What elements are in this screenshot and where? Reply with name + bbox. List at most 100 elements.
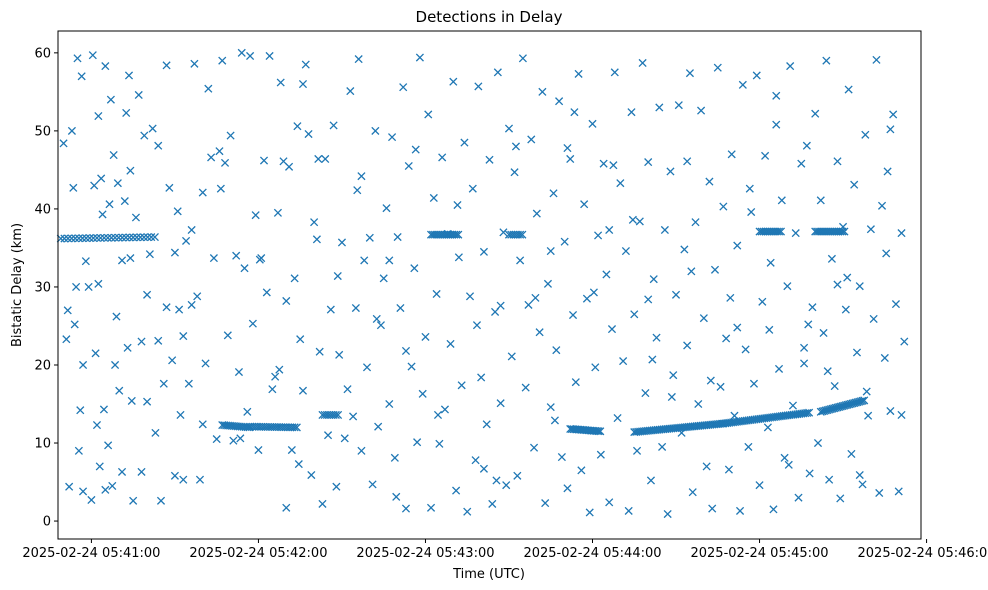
track-detection-marker xyxy=(92,233,102,243)
track-detection-marker xyxy=(840,227,849,236)
detection-marker xyxy=(761,151,770,160)
detection-marker xyxy=(115,386,124,395)
detection-marker xyxy=(745,184,754,193)
detection-marker xyxy=(499,228,508,237)
track-detection-marker xyxy=(838,227,847,236)
detection-marker xyxy=(351,303,360,313)
detection-marker xyxy=(220,158,230,167)
detection-marker xyxy=(229,436,238,445)
detection-marker xyxy=(457,381,466,390)
detection-marker xyxy=(193,292,202,301)
detection-marker xyxy=(869,314,878,324)
detection-marker xyxy=(282,296,291,306)
detection-marker xyxy=(259,156,269,165)
detection-marker xyxy=(738,80,747,89)
detection-marker xyxy=(70,320,79,329)
track-detection-marker xyxy=(107,233,116,242)
detection-marker xyxy=(234,367,244,377)
detection-marker xyxy=(223,331,232,340)
detection-marker xyxy=(246,51,255,61)
track-detection-marker xyxy=(143,233,152,242)
detection-marker xyxy=(577,466,586,475)
detection-marker xyxy=(669,371,678,380)
detection-marker xyxy=(752,71,761,80)
detection-marker xyxy=(97,174,106,183)
detection-marker xyxy=(613,413,622,423)
detection-marker xyxy=(184,379,193,388)
detection-marker xyxy=(335,350,344,359)
detection-marker xyxy=(588,119,597,128)
detection-marker xyxy=(855,470,864,480)
detection-marker xyxy=(671,290,681,299)
detection-marker xyxy=(187,300,196,309)
detection-marker xyxy=(90,181,99,190)
detection-marker xyxy=(104,441,113,450)
detection-marker xyxy=(122,108,131,117)
detection-marker xyxy=(452,486,461,495)
detection-marker xyxy=(173,207,182,216)
detection-marker xyxy=(687,267,696,276)
detection-marker xyxy=(705,177,714,186)
detection-marker xyxy=(862,387,871,396)
detection-marker xyxy=(735,506,745,515)
detection-marker xyxy=(390,453,399,462)
x-tick-label: 2025-02-24 05:43:00 xyxy=(356,546,494,561)
detection-marker xyxy=(841,305,850,314)
detection-marker xyxy=(833,280,842,289)
detection-marker xyxy=(333,271,342,281)
detection-marker xyxy=(783,282,792,291)
detection-marker xyxy=(722,334,731,343)
detection-marker xyxy=(649,275,658,284)
track-detection-marker xyxy=(125,233,134,242)
detection-marker xyxy=(92,421,102,430)
detection-marker xyxy=(232,251,241,260)
track-detection-marker xyxy=(805,408,814,417)
track-detection-marker xyxy=(118,233,127,242)
detection-marker xyxy=(321,154,330,164)
detection-marker xyxy=(212,435,221,444)
track-detection-marker xyxy=(594,427,603,436)
detection-marker xyxy=(755,481,764,490)
detection-marker xyxy=(794,493,803,502)
detection-marker xyxy=(765,325,774,334)
track-detection-marker xyxy=(516,230,525,239)
detection-marker xyxy=(243,407,252,416)
detection-marker xyxy=(852,348,862,357)
detection-marker xyxy=(129,496,138,505)
detection-marker xyxy=(296,335,305,344)
detection-marker xyxy=(168,356,177,365)
track-detection-marker xyxy=(85,234,94,243)
detection-marker xyxy=(691,218,700,227)
detection-marker xyxy=(858,480,867,489)
detection-marker xyxy=(724,465,733,474)
detection-marker xyxy=(710,265,720,274)
detection-marker xyxy=(646,476,656,485)
detection-marker xyxy=(72,282,81,292)
detection-marker xyxy=(326,305,335,314)
detection-marker xyxy=(621,246,630,256)
detection-marker xyxy=(570,108,579,117)
detection-marker xyxy=(298,386,308,395)
detection-marker xyxy=(429,193,438,203)
detection-marker xyxy=(385,256,394,265)
detection-marker xyxy=(836,494,845,503)
detection-marker xyxy=(371,126,380,135)
detection-marker xyxy=(511,142,521,151)
detection-marker xyxy=(535,328,544,337)
detection-marker xyxy=(713,63,722,72)
detection-marker xyxy=(159,379,168,388)
detection-marker xyxy=(655,103,664,112)
detection-marker xyxy=(294,460,303,469)
detection-marker xyxy=(747,207,756,217)
detection-marker xyxy=(94,111,103,121)
detection-marker xyxy=(706,376,715,385)
detection-marker xyxy=(170,471,179,480)
detection-marker xyxy=(273,208,282,217)
detection-marker xyxy=(426,503,436,512)
detection-marker xyxy=(175,305,184,314)
detection-marker xyxy=(683,157,692,166)
detection-marker xyxy=(81,257,90,266)
detection-marker xyxy=(624,506,633,515)
detection-marker xyxy=(143,397,152,406)
detection-marker xyxy=(800,343,809,352)
